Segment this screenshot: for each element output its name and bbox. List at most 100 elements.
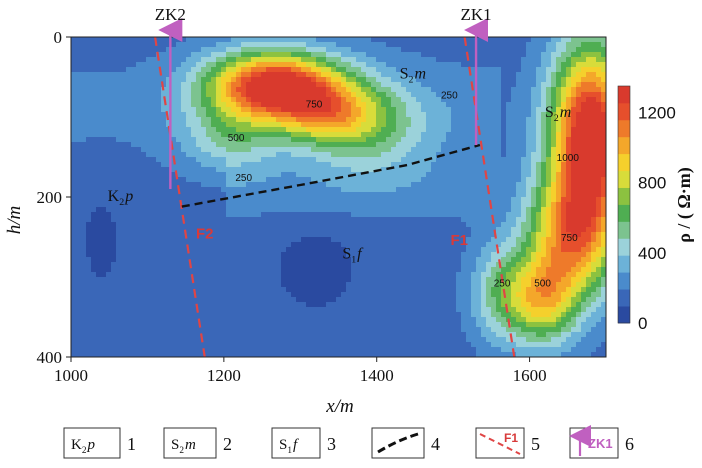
field-cell [191,102,197,108]
field-cell [346,62,352,68]
field-cell [246,322,252,328]
field-cell [206,317,212,323]
field-cell [116,187,122,193]
field-cell [86,187,92,193]
field-cell [426,107,432,113]
field-cell [446,87,452,93]
field-cell [421,127,427,133]
field-cell [266,287,272,293]
field-cell [341,177,347,183]
field-cell [416,147,422,153]
field-cell [371,217,377,223]
field-cell [236,332,242,338]
field-cell [121,217,127,223]
field-cell [211,137,217,143]
field-cell [141,182,147,188]
field-cell [371,247,377,253]
field-cell [431,222,437,228]
field-cell [391,192,397,198]
field-cell [406,72,412,78]
field-cell [116,312,122,318]
field-cell [431,117,437,123]
field-cell [266,117,272,123]
field-cell [206,192,212,198]
field-cell [376,137,382,143]
field-cell [416,132,422,138]
field-cell [361,72,367,78]
field-cell [381,197,387,203]
field-cell [161,247,167,253]
field-cell [401,272,407,278]
field-cell [171,247,177,253]
field-cell [336,207,342,213]
field-cell [111,237,117,243]
field-cell [361,262,367,268]
field-cell [401,257,407,263]
field-cell [171,57,177,63]
field-cell [446,122,452,128]
field-cell [271,267,277,273]
field-cell [166,167,172,173]
field-cell [301,67,307,73]
field-cell [146,72,152,78]
field-cell [201,97,207,103]
field-cell [291,122,297,128]
field-cell [166,62,172,68]
field-cell [416,162,422,168]
field-cell [231,292,237,298]
field-cell [186,47,192,53]
field-cell [366,62,372,68]
field-cell [396,167,402,173]
field-cell [201,182,207,188]
field-cell [426,132,432,138]
field-cell [136,97,142,103]
field-cell [126,317,132,323]
field-cell [456,237,462,243]
field-cell [71,232,77,238]
field-cell [211,192,217,198]
field-cell [226,322,232,328]
field-cell [276,57,282,63]
field-cell [356,52,362,58]
field-cell [271,127,277,133]
field-cell [146,242,152,248]
field-cell [176,62,182,68]
field-cell [221,292,227,298]
field-cell [281,197,287,203]
field-cell [101,82,107,88]
field-cell [226,112,232,118]
field-cell [361,232,367,238]
field-cell [96,92,102,98]
field-cell [356,162,362,168]
field-cell [261,132,267,138]
field-cell [176,217,182,223]
field-cell [306,72,312,78]
field-cell [206,277,212,283]
field-cell [396,207,402,213]
field-cell [236,177,242,183]
field-cell [386,282,392,288]
field-cell [316,37,322,43]
field-cell [71,272,77,278]
field-cell [301,202,307,208]
field-cell [446,132,452,138]
field-cell [341,227,347,233]
field-cell [431,297,437,303]
field-cell [331,242,337,248]
field-cell [211,167,217,173]
field-cell [161,242,167,248]
field-cell [381,142,387,148]
field-cell [326,257,332,263]
field-cell [296,232,302,238]
field-cell [96,297,102,303]
field-cell [181,167,187,173]
field-cell [321,337,327,343]
field-cell [191,297,197,303]
field-cell [416,272,422,278]
field-cell [181,352,187,357]
field-cell [451,232,457,238]
field-cell [181,257,187,263]
field-cell [96,187,102,193]
field-cell [71,227,77,233]
field-cell [296,282,302,288]
